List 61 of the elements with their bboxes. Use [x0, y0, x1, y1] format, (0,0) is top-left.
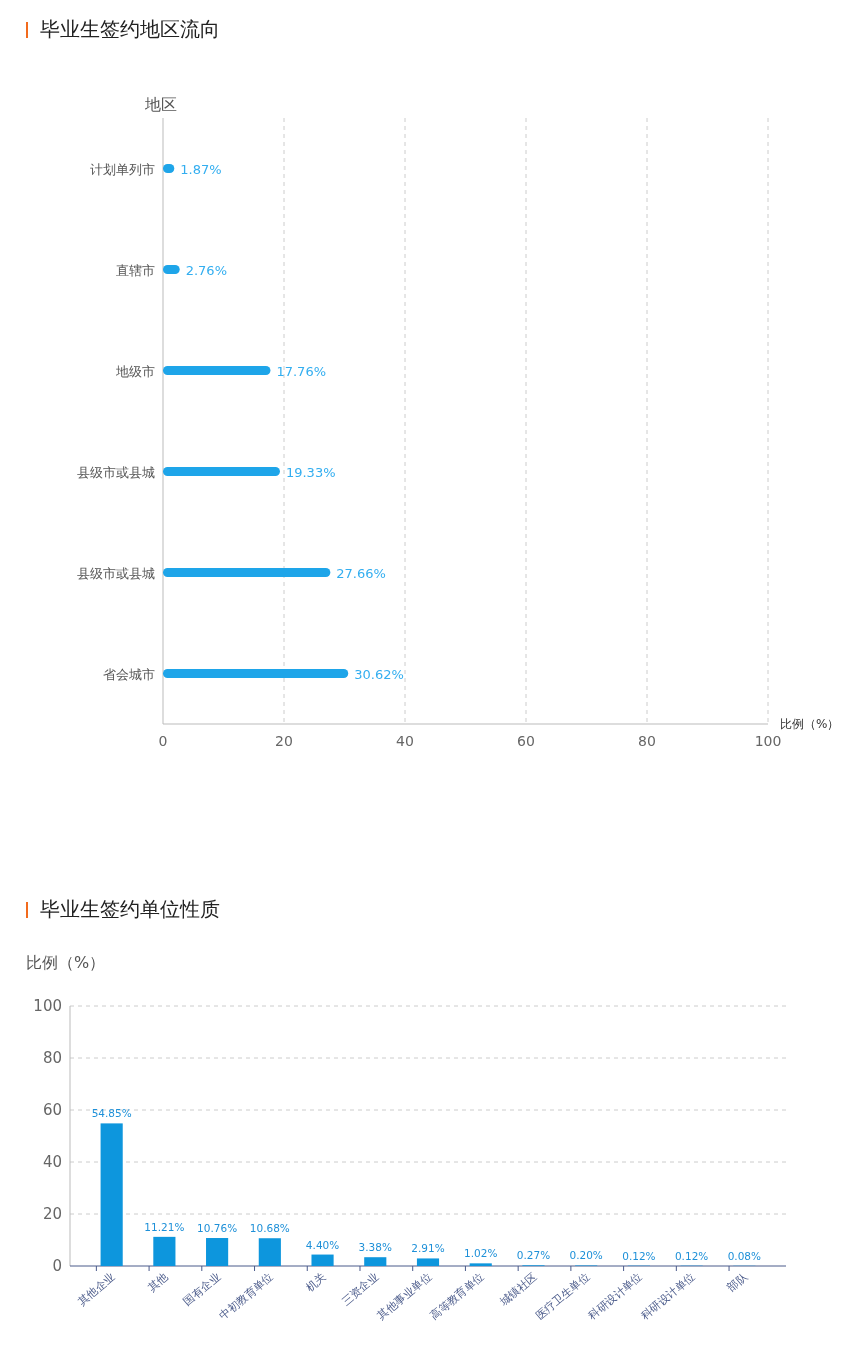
y-tick-label: 县级市或县城 — [77, 464, 155, 480]
x-tick-label: 部队 — [725, 1270, 751, 1295]
bar — [206, 1238, 229, 1266]
data-label: 0.12% — [622, 1249, 656, 1262]
data-label: 54.85% — [91, 1107, 132, 1120]
x-tick-label: 60 — [517, 733, 535, 749]
y-tick-label: 40 — [42, 1153, 62, 1171]
chart-title: 毕业生签约单位性质 — [40, 897, 220, 921]
x-axis-title: 比例（%） — [780, 717, 840, 731]
x-tick-label: 100 — [754, 733, 782, 749]
data-label: 1.02% — [464, 1247, 498, 1260]
x-tick-label: 其他企业 — [75, 1270, 118, 1309]
y-tick-label: 20 — [42, 1205, 62, 1223]
x-tick-label: 40 — [396, 733, 414, 749]
y-tick-label: 100 — [33, 997, 62, 1015]
bar — [100, 1123, 123, 1266]
bar — [258, 1238, 281, 1266]
bar — [163, 669, 349, 678]
x-tick-label: 机关 — [303, 1270, 329, 1295]
y-tick-label: 直辖市 — [116, 262, 155, 278]
y-tick-label: 地级市 — [115, 363, 155, 379]
x-tick-label: 其他 — [145, 1270, 171, 1295]
bar — [163, 366, 271, 375]
y-tick-label: 80 — [42, 1049, 62, 1067]
bar — [163, 467, 280, 476]
x-tick-label: 三资企业 — [339, 1270, 382, 1309]
data-label: 10.68% — [249, 1222, 290, 1235]
data-label: 3.38% — [358, 1241, 392, 1254]
x-tick-label: 0 — [158, 733, 168, 749]
data-label: 10.76% — [197, 1222, 238, 1235]
x-tick-label: 国有企业 — [180, 1270, 224, 1309]
bar — [416, 1258, 440, 1266]
data-label: 17.76% — [276, 363, 327, 379]
data-label: 2.91% — [411, 1242, 445, 1255]
y-axis-title: 地区 — [144, 95, 177, 114]
data-label: 19.33% — [285, 464, 336, 480]
bar — [364, 1257, 387, 1266]
bar — [469, 1263, 492, 1266]
data-label: 30.62% — [354, 666, 404, 682]
x-tick-label: 80 — [638, 733, 656, 749]
data-label: 0.12% — [674, 1249, 709, 1262]
data-label: 27.66% — [336, 565, 386, 581]
x-tick-label: 20 — [275, 733, 293, 749]
data-label: 0.08% — [727, 1249, 762, 1262]
y-tick-label: 60 — [42, 1101, 62, 1119]
chart-title: 毕业生签约地区流向 — [40, 17, 220, 41]
y-tick-label: 县级市或县城 — [77, 565, 155, 581]
bar — [163, 568, 331, 577]
y-tick-label: 0 — [52, 1257, 62, 1275]
y-tick-label: 省会城市 — [103, 666, 155, 682]
data-label: 2.76% — [185, 262, 228, 278]
y-tick-label: 计划单列市 — [90, 161, 155, 177]
x-tick-label: 城镇社区 — [496, 1270, 540, 1310]
data-label: 4.40% — [305, 1238, 340, 1251]
y-axis-title: 比例（%） — [26, 953, 106, 972]
data-label: 1.87% — [180, 161, 222, 177]
data-label: 11.21% — [144, 1220, 185, 1233]
data-label: 0.20% — [569, 1249, 603, 1262]
data-label: 0.27% — [516, 1249, 551, 1262]
bar — [153, 1236, 176, 1266]
bar — [311, 1254, 334, 1266]
